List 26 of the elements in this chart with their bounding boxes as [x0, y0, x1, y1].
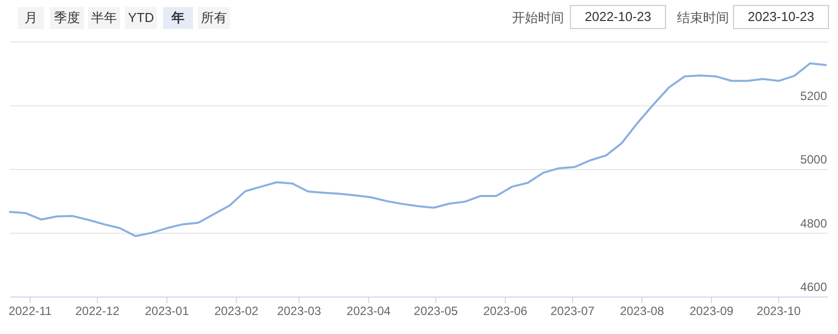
y-tick-label: 5000 [800, 152, 828, 166]
x-tick-label: 2023-04 [346, 304, 391, 318]
x-tick-label: 2023-10 [756, 304, 802, 318]
x-tick-label: 2023-03 [277, 304, 322, 318]
text: 所有 [198, 7, 230, 29]
y-tick-label: 4600 [800, 280, 828, 294]
x-tick-label: 2023-05 [414, 304, 458, 318]
x-tick-label: 2023-08 [620, 304, 664, 318]
text: 半年 [88, 7, 120, 29]
text: YTD [125, 7, 157, 29]
x-tick-label: 2023-09 [689, 304, 734, 318]
x-tick-label: 2023-06 [483, 304, 528, 318]
y-tick-label: 5200 [800, 88, 828, 103]
x-tick-label: 2023-07 [550, 304, 595, 318]
text: 年 [163, 7, 193, 29]
x-tick-label: 2023-02 [214, 304, 259, 318]
x-tick-label: 2022-11 [8, 304, 52, 318]
text: 2023-10-23 [733, 5, 829, 29]
text: 结束时间 [677, 9, 729, 27]
y-tick-label: 4800 [800, 216, 828, 230]
text: 2022-10-23 [570, 5, 666, 29]
text: 季度 [50, 7, 84, 29]
x-tick-label: 2023-01 [144, 304, 190, 318]
text: 开始时间 [512, 9, 564, 27]
text: 月 [18, 7, 44, 29]
x-tick-label: 2022-12 [75, 304, 120, 318]
